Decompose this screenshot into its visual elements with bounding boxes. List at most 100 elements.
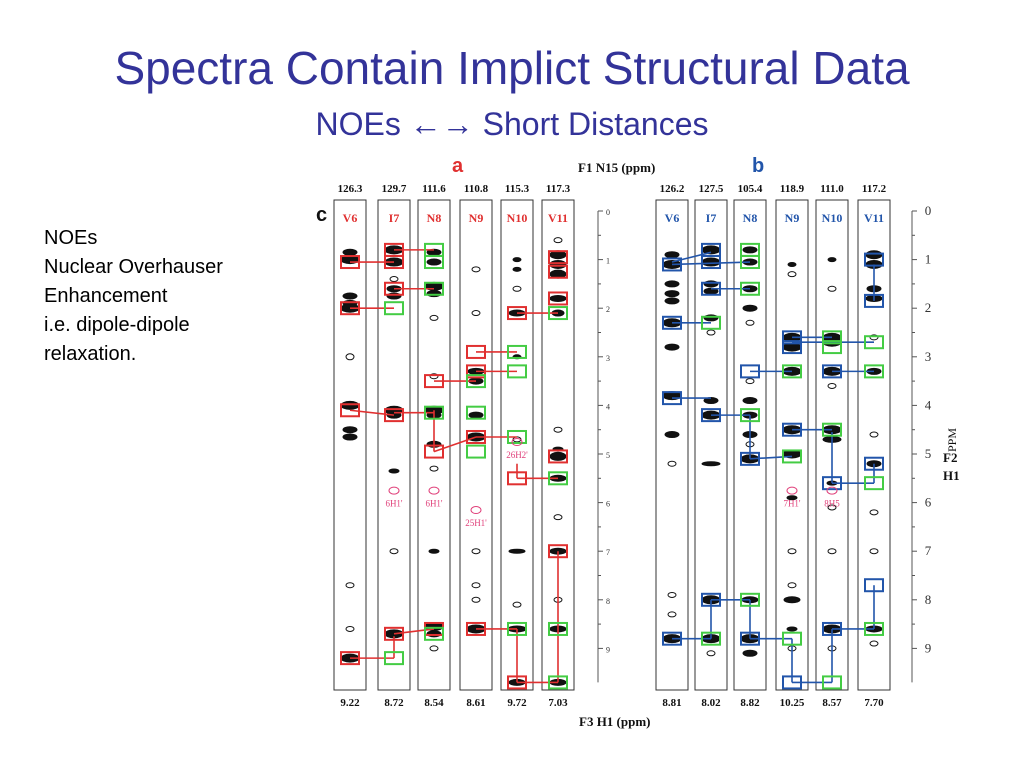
noe-box-green [507, 364, 527, 379]
spectrum-strip [655, 199, 689, 691]
nmr-contour [827, 382, 837, 389]
nmr-peak [742, 246, 758, 254]
panel-b-label: b [752, 155, 764, 177]
noe-box-green [466, 444, 486, 459]
noe-box-green [548, 675, 568, 690]
nmr-peak [664, 290, 680, 298]
noe-box-accent [864, 578, 884, 593]
h1-shift-label: 8.72 [384, 697, 404, 709]
noe-box-green [740, 592, 760, 607]
nmr-peak [787, 261, 797, 267]
nmr-contour [389, 548, 399, 555]
atom-annotation: 25H1' [465, 518, 487, 528]
nmr-contour [827, 548, 837, 555]
ppm-tick-label: 8 [606, 597, 610, 606]
nmr-peak [865, 250, 883, 260]
nmr-peak [783, 596, 801, 604]
noe-box-accent [548, 250, 568, 265]
nmr-contour [429, 645, 439, 652]
nmr-contour [471, 266, 481, 273]
panel-c-label: c [316, 204, 327, 226]
noe-box-green [548, 621, 568, 636]
noe-box-accent [701, 255, 721, 270]
noe-box-accent [466, 429, 486, 444]
h1-shift-label: 8.54 [424, 697, 444, 709]
spectrum-strip [815, 199, 849, 691]
nmr-peak [508, 548, 526, 554]
nmr-contour [471, 548, 481, 555]
noe-box-accent [424, 444, 444, 459]
ppm-tick-label: 2 [925, 300, 932, 315]
residue-label: N9 [785, 211, 800, 225]
nmr-contour [389, 276, 399, 283]
spectrum-strip [541, 199, 575, 691]
residue-label: N8 [743, 211, 758, 225]
note-line: NOEs [44, 227, 98, 249]
nmr-contour [706, 329, 716, 336]
nmr-peak [426, 258, 442, 266]
h1-shift-label: 7.70 [864, 697, 884, 709]
ppm-tick-label: 5 [925, 446, 932, 461]
f3-axis-label: F3 H1 (ppm) [579, 714, 651, 729]
n15-shift-label: 115.3 [505, 183, 530, 195]
annotation-contour [826, 486, 838, 495]
nmr-peak [786, 626, 798, 632]
noe-box-green [701, 631, 721, 646]
nmr-contour [869, 431, 879, 438]
nmr-contour [827, 285, 837, 292]
noe-box-accent [466, 344, 486, 359]
noe-box-green [740, 255, 760, 270]
atom-annotation: 6H1' [425, 499, 442, 509]
ppm-tick-label: 9 [606, 645, 610, 654]
ppm-tick-label: 4 [925, 397, 932, 412]
atom-annotation: 7H1' [783, 499, 800, 509]
n15-shift-label: 117.3 [546, 183, 571, 195]
nmr-contour [869, 334, 879, 341]
noe-box-green [466, 374, 486, 389]
noe-box-green [384, 301, 404, 316]
h1-shift-label: 9.72 [507, 697, 527, 709]
noe-box-green [822, 675, 842, 690]
ppm-tick-label: 1 [606, 257, 610, 266]
noe-box-accent [740, 631, 760, 646]
h1-shift-label: 8.02 [701, 697, 721, 709]
noe-box-accent [384, 408, 404, 423]
ppm-tick-label: 7 [925, 543, 932, 558]
nmr-contour [787, 582, 797, 589]
note-line: i.e. dipole-dipole [44, 314, 190, 336]
nmr-peak [701, 461, 721, 467]
residue-label: N8 [427, 211, 442, 225]
noe-box-green [424, 405, 444, 420]
noe-box-green [740, 408, 760, 423]
nmr-contour [553, 237, 563, 244]
nmr-contour [345, 582, 355, 589]
noe-box-accent [662, 391, 682, 406]
h1-shift-label: 8.57 [822, 697, 842, 709]
nmr-peak [342, 292, 358, 300]
nmr-contour [553, 426, 563, 433]
slide-title: Spectra Contain Implict Structural Data [114, 42, 910, 94]
ppm-tick-label: 2 [606, 305, 610, 314]
annotation-contour [428, 486, 440, 495]
nmr-contour [745, 319, 755, 326]
ppm-tick-label: 9 [925, 640, 932, 655]
nmr-peak [742, 649, 758, 657]
atom-annotation: 26H2' [506, 450, 528, 460]
noe-box-accent [340, 403, 360, 418]
n15-shift-label: 118.9 [780, 183, 805, 195]
noe-box-accent [782, 422, 802, 437]
nmr-peak [742, 304, 758, 312]
nmr-contour [471, 582, 481, 589]
nmr-peak [342, 248, 358, 256]
noe-connector [393, 628, 435, 635]
note-line: relaxation. [44, 343, 137, 365]
noe-box-green [424, 626, 444, 641]
noe-box-accent [548, 449, 568, 464]
noe-box-accent [662, 257, 682, 272]
nmr-peak [388, 468, 400, 474]
noe-box-green [424, 281, 444, 296]
noe-box-accent [340, 255, 360, 270]
f1-axis-label: F1 N15 (ppm) [578, 160, 655, 175]
nmr-peak [827, 257, 837, 263]
nmr-contour [869, 509, 879, 516]
